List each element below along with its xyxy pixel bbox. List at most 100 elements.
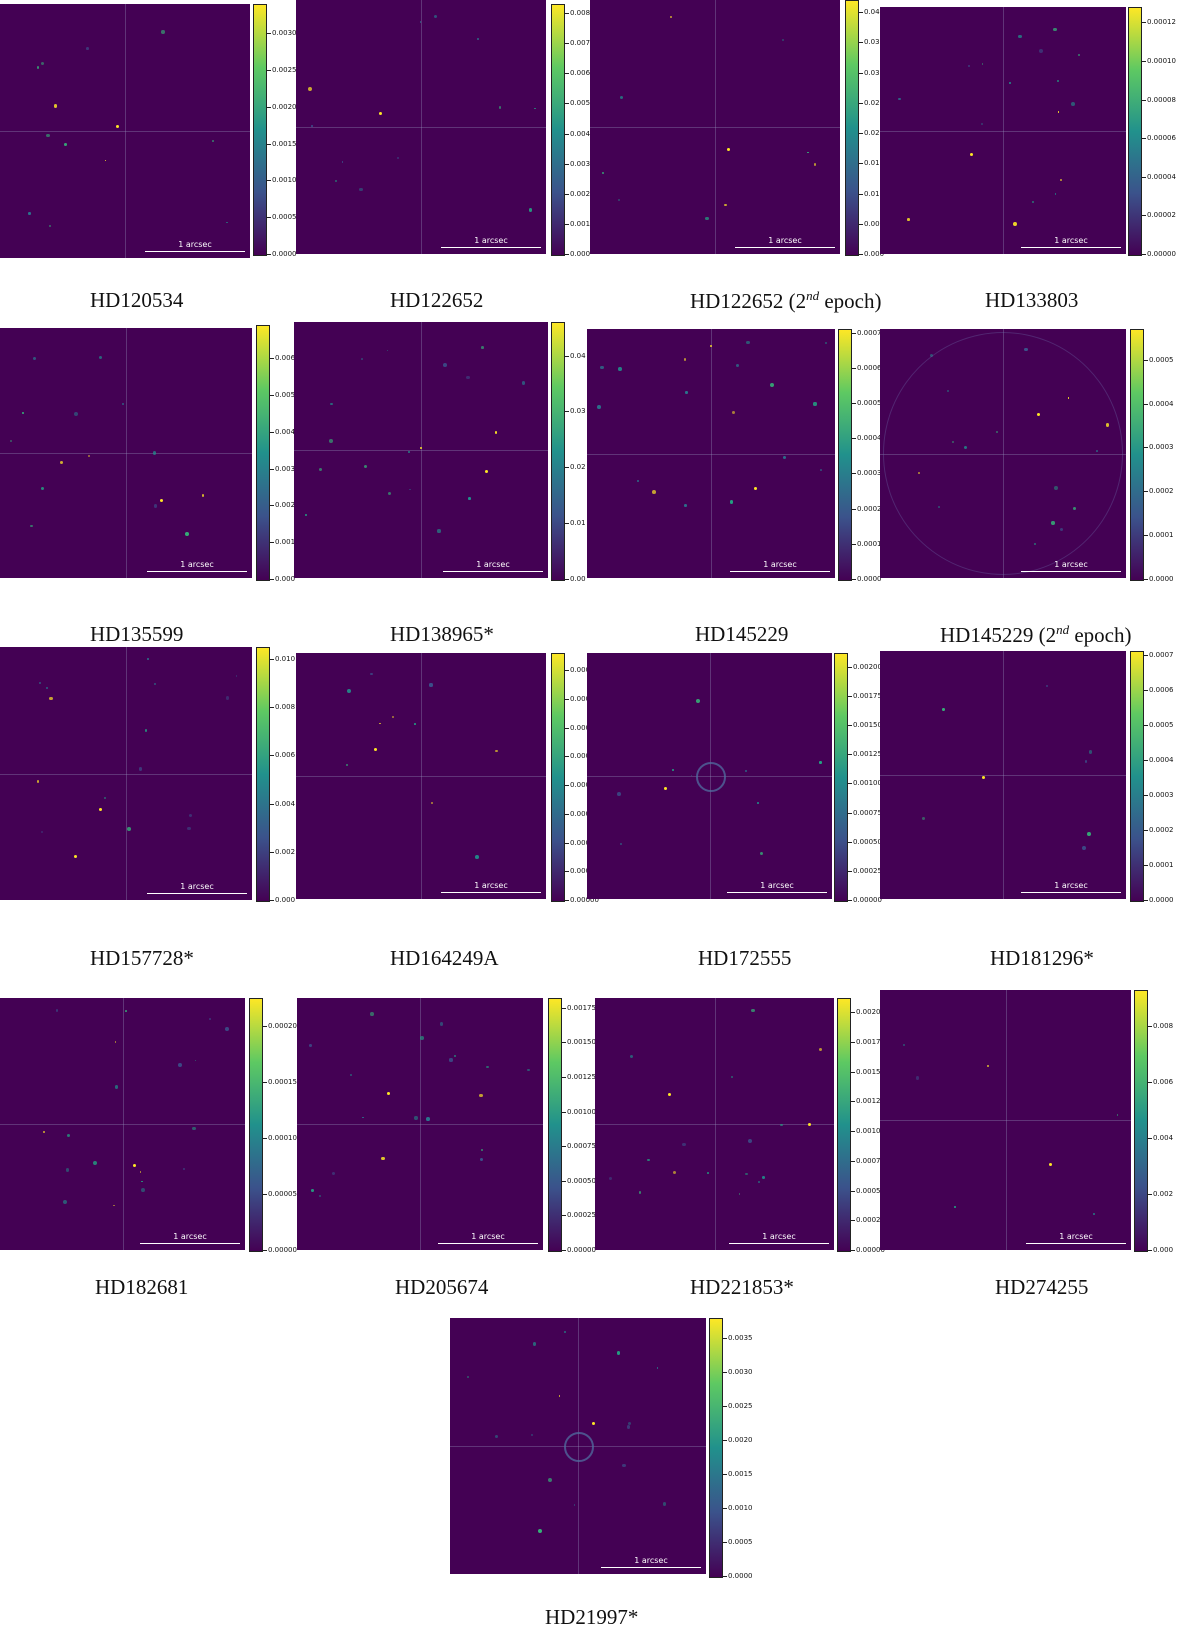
colorbar-tick-label: 0.0015 <box>728 1470 753 1479</box>
bright-speck <box>757 1181 760 1183</box>
bright-speck <box>43 1131 46 1134</box>
colorbar-tick-label: 0.0002 <box>857 504 882 513</box>
bright-speck <box>558 1395 561 1397</box>
bright-speck <box>66 1133 71 1138</box>
crosshair-vertical <box>711 329 712 578</box>
bright-speck <box>62 1200 67 1205</box>
bright-speck <box>690 774 693 777</box>
colorbar-tick-label: 0.0002 <box>1149 825 1174 834</box>
colorbar <box>834 653 848 902</box>
colorbar <box>1130 651 1144 902</box>
contrast-image: 1 arcsec <box>880 651 1126 899</box>
colorbar-tick <box>848 754 852 756</box>
colorbar-tick <box>562 1250 566 1251</box>
bright-speck <box>192 1126 196 1131</box>
bright-speck <box>907 218 910 221</box>
colorbar-tick-label: 0.0020 <box>728 1436 753 1445</box>
scale-bar-label: 1 arcsec <box>768 236 802 245</box>
colorbar-tick <box>565 223 569 225</box>
bright-speck <box>480 1148 483 1151</box>
colorbar-tick <box>848 666 852 668</box>
bright-speck <box>709 345 712 347</box>
crosshair-horizontal <box>590 127 840 128</box>
contrast-image: 1 arcsec <box>450 1318 706 1574</box>
bright-source <box>592 1421 596 1425</box>
crosshair-horizontal <box>0 453 252 454</box>
bright-speck <box>601 171 605 175</box>
colorbar-tick-label: 0.00175 <box>856 1037 885 1046</box>
bright-speck <box>981 63 984 65</box>
bright-speck <box>53 103 58 108</box>
bright-speck <box>745 1172 748 1176</box>
colorbar-tick-label: 0.004 <box>570 129 591 138</box>
bright-speck <box>770 382 775 387</box>
bright-speck <box>548 1478 552 1483</box>
bright-speck <box>87 454 91 458</box>
bright-speck <box>1077 53 1081 57</box>
colorbar-tick-label: 0.0005 <box>1149 720 1174 729</box>
bright-source <box>374 747 378 751</box>
scale-bar-label: 1 arcsec <box>1054 560 1088 569</box>
colorbar-tick <box>270 358 274 360</box>
bright-speck <box>74 412 78 416</box>
bright-speck <box>813 163 817 166</box>
colorbar-tick <box>852 438 856 440</box>
scale-bar-label: 1 arcsec <box>180 560 214 569</box>
bright-speck <box>329 439 333 443</box>
colorbar-tick-label: 0.0010 <box>272 176 297 185</box>
bright-speck <box>897 97 901 101</box>
bright-speck <box>85 46 89 50</box>
bright-speck <box>622 1463 626 1468</box>
bright-speck <box>729 500 734 504</box>
colorbar-tick <box>859 133 863 135</box>
bright-speck <box>201 494 205 497</box>
colorbar-tick <box>1142 99 1146 101</box>
bright-speck <box>1088 750 1093 755</box>
bright-speck <box>361 1116 364 1119</box>
colorbar-tick <box>270 755 274 757</box>
colorbar-tick-label: 0.0004 <box>1149 399 1174 408</box>
scale-bar-label: 1 arcsec <box>634 1556 668 1565</box>
scale-bar-label: 1 arcsec <box>1054 236 1088 245</box>
colorbar-tick <box>565 254 569 255</box>
scale-bar <box>140 1243 240 1244</box>
scale-bar-label: 1 arcsec <box>471 1232 505 1241</box>
bright-speck <box>669 16 672 19</box>
bright-speck <box>481 346 484 350</box>
colorbar-tick <box>565 523 569 525</box>
scale-bar-label: 1 arcsec <box>1059 1232 1093 1241</box>
bright-speck <box>433 15 437 19</box>
colorbar-tick <box>848 783 852 785</box>
colorbar-tick <box>848 870 852 872</box>
bright-speck <box>759 851 763 855</box>
bright-speck <box>453 1055 456 1058</box>
bright-speck <box>65 1167 70 1172</box>
crosshair-horizontal <box>294 450 548 451</box>
bright-speck <box>466 375 470 379</box>
bright-speck <box>738 1192 741 1195</box>
colorbar-tick-label: 0.00200 <box>853 662 882 671</box>
colorbar-tick <box>723 1542 727 1544</box>
colorbar-tick-label: 0.000 <box>570 250 591 258</box>
colorbar-tick <box>851 1131 855 1133</box>
bright-speck <box>341 161 344 163</box>
colorbar-tick <box>848 725 852 727</box>
bright-speck <box>820 469 822 471</box>
bright-speck <box>750 1008 755 1013</box>
bright-speck <box>498 106 502 110</box>
colorbar <box>837 998 851 1252</box>
bright-speck <box>672 1170 677 1175</box>
bright-speck <box>310 124 313 127</box>
panel-caption: HD164249A <box>390 946 499 970</box>
contrast-image: 1 arcsec <box>595 998 834 1250</box>
bright-speck <box>1038 48 1043 53</box>
colorbar-tick <box>851 1220 855 1222</box>
bright-speck <box>616 1351 621 1355</box>
bright-speck <box>479 1093 484 1098</box>
colorbar-tick-label: 0.0000 <box>1149 575 1174 583</box>
bright-speck <box>1082 845 1087 850</box>
colorbar-tick <box>565 133 569 135</box>
bright-speck <box>381 1156 386 1161</box>
crosshair-vertical <box>714 998 716 1250</box>
contrast-image: 1 arcsec <box>880 7 1126 254</box>
